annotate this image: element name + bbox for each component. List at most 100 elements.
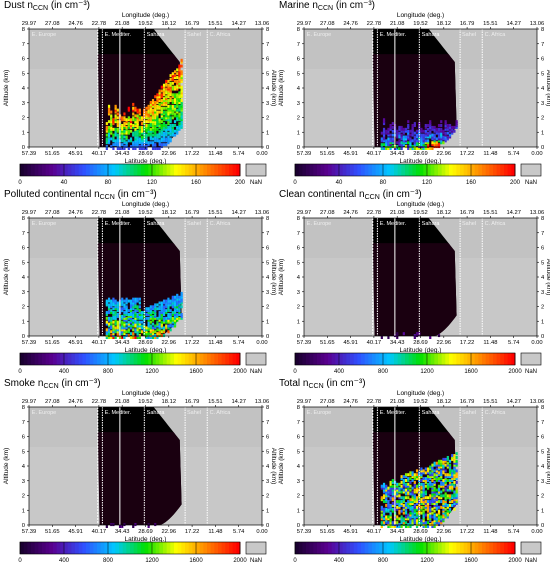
- data-cell: [147, 307, 150, 311]
- data-cell: [156, 123, 159, 127]
- data-cell: [169, 83, 172, 87]
- data-cell: [396, 133, 399, 137]
- data-cell: [121, 123, 124, 127]
- data-cell: [424, 505, 427, 509]
- data-cell: [433, 498, 436, 502]
- data-cell: [154, 114, 157, 118]
- data-cell: [162, 320, 166, 324]
- colorbar-segment: [53, 542, 58, 554]
- data-cell: [389, 523, 392, 527]
- data-cell: [382, 500, 386, 504]
- data-cell: [396, 135, 399, 139]
- data-cell: [121, 133, 124, 137]
- data-cell: [420, 135, 423, 139]
- colorbar-segment: [350, 164, 355, 176]
- data-cell: [389, 127, 392, 131]
- colorbar-segment: [313, 164, 318, 176]
- data-cell: [411, 513, 414, 517]
- lon-tick-label: 19.52: [413, 399, 428, 405]
- colorbar-segment: [313, 542, 318, 554]
- panel-smoke: Smoke nCCN (in cm⁻³) E. Europe E. Mediter…: [0, 378, 277, 567]
- data-cell: [151, 147, 155, 150]
- data-cell: [435, 475, 438, 479]
- data-cell: [132, 133, 135, 137]
- colorbar-segment: [500, 542, 505, 554]
- colorbar-segment: [38, 164, 43, 176]
- colorbar-segment: [38, 353, 43, 365]
- data-cell: [136, 131, 139, 135]
- data-cell: [138, 316, 141, 320]
- data-cell: [132, 145, 135, 149]
- data-cell: [446, 455, 449, 459]
- data-cell: [451, 482, 454, 486]
- data-cell: [147, 523, 150, 527]
- data-cell: [426, 141, 430, 145]
- alt-tick-label-right: 0: [266, 334, 269, 340]
- data-cell: [453, 498, 456, 502]
- data-cell: [435, 521, 438, 525]
- data-cell: [112, 326, 115, 330]
- colorbar-segment: [188, 353, 193, 365]
- data-cell: [389, 513, 392, 517]
- data-cell: [136, 123, 139, 127]
- colorbar-segment: [104, 542, 109, 554]
- data-cell: [424, 525, 427, 528]
- data-cell: [156, 316, 159, 320]
- x-label-bottom: Latitude (deg.): [125, 158, 167, 165]
- data-cell: [178, 74, 181, 78]
- lon-tick-label: 29.97: [22, 21, 37, 27]
- data-cell: [431, 125, 434, 129]
- colorbar-segment: [482, 353, 487, 365]
- data-cell: [173, 307, 177, 311]
- data-cell: [176, 314, 179, 318]
- alt-tick-label-left: 0: [22, 145, 25, 151]
- data-cell: [455, 492, 458, 496]
- alt-tick-label-left: 7: [22, 420, 25, 426]
- data-cell: [415, 519, 419, 523]
- data-cell: [138, 147, 141, 150]
- data-cell: [136, 135, 139, 139]
- data-cell: [114, 318, 117, 322]
- data-cell: [178, 125, 181, 129]
- data-cell: [107, 303, 111, 307]
- data-cell: [180, 102, 183, 106]
- colorbar-segment: [155, 542, 160, 554]
- data-cell: [112, 133, 115, 137]
- data-cell: [112, 523, 115, 527]
- data-cell: [158, 330, 161, 334]
- alt-tick-label-right: 2: [266, 305, 269, 311]
- data-cell: [140, 141, 144, 145]
- colorbar-segment: [394, 353, 399, 365]
- data-cell: [178, 299, 181, 303]
- data-cell: [110, 326, 113, 330]
- data-cell: [134, 147, 137, 150]
- data-cell: [380, 147, 383, 150]
- colorbar-segment: [302, 542, 307, 554]
- data-cell: [125, 145, 128, 149]
- data-cell: [123, 141, 126, 145]
- data-cell: [158, 314, 161, 318]
- data-cell: [385, 484, 388, 488]
- colorbar-segment: [214, 542, 219, 554]
- colorbar-segment: [463, 164, 468, 176]
- data-cell: [446, 123, 449, 127]
- data-cell: [178, 112, 181, 116]
- data-cell: [180, 93, 183, 97]
- data-cell: [140, 145, 144, 149]
- data-cell: [114, 320, 117, 324]
- data-cell: [424, 490, 427, 494]
- data-cell: [409, 525, 412, 528]
- data-cell: [453, 494, 456, 498]
- data-cell: [127, 328, 130, 332]
- data-cell: [437, 490, 441, 494]
- data-cell: [444, 469, 447, 473]
- alt-tick-label-right: 7: [541, 420, 544, 426]
- low-value-region: [97, 432, 182, 525]
- colorbar-segment: [64, 542, 69, 554]
- data-cell: [442, 463, 445, 467]
- data-cell: [433, 475, 436, 479]
- alt-tick-label-right: 7: [541, 42, 544, 48]
- data-cell: [149, 330, 152, 334]
- data-cell: [167, 89, 170, 93]
- data-cell: [176, 110, 179, 114]
